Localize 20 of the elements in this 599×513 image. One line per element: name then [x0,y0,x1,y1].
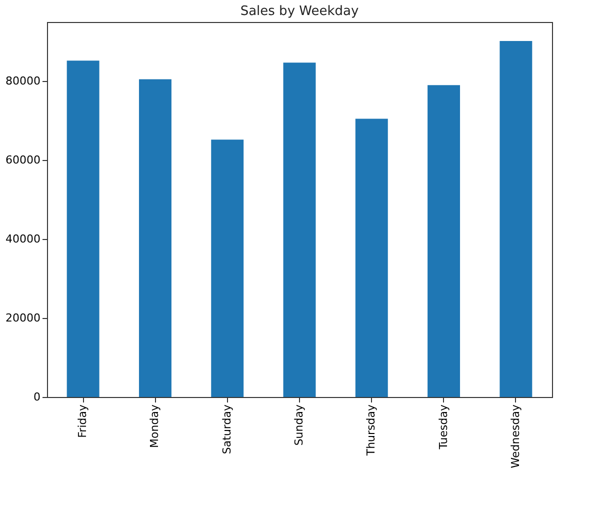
x-tick-label: Monday [148,404,162,448]
x-tick-label: Thursday [364,404,378,457]
y-tick-label: 80000 [6,74,40,88]
y-tick-label: 40000 [6,232,40,246]
chart-title: Sales by Weekday [240,4,359,19]
x-tick-label: Tuesday [436,404,450,450]
y-tick-label: 0 [34,390,40,404]
x-tick-label: Saturday [220,404,234,454]
x-tick-label: Sunday [292,404,306,446]
bar [355,118,388,397]
y-tick-label: 60000 [6,154,40,167]
y-tick-label: 20000 [6,312,40,325]
bar [428,85,460,397]
bar [500,40,532,397]
bar [283,62,316,397]
x-tick-label: Friday [76,404,90,438]
bar [211,140,244,397]
bar [66,60,100,397]
bar [138,79,172,397]
x-tick-label: Wednesday [508,404,522,468]
